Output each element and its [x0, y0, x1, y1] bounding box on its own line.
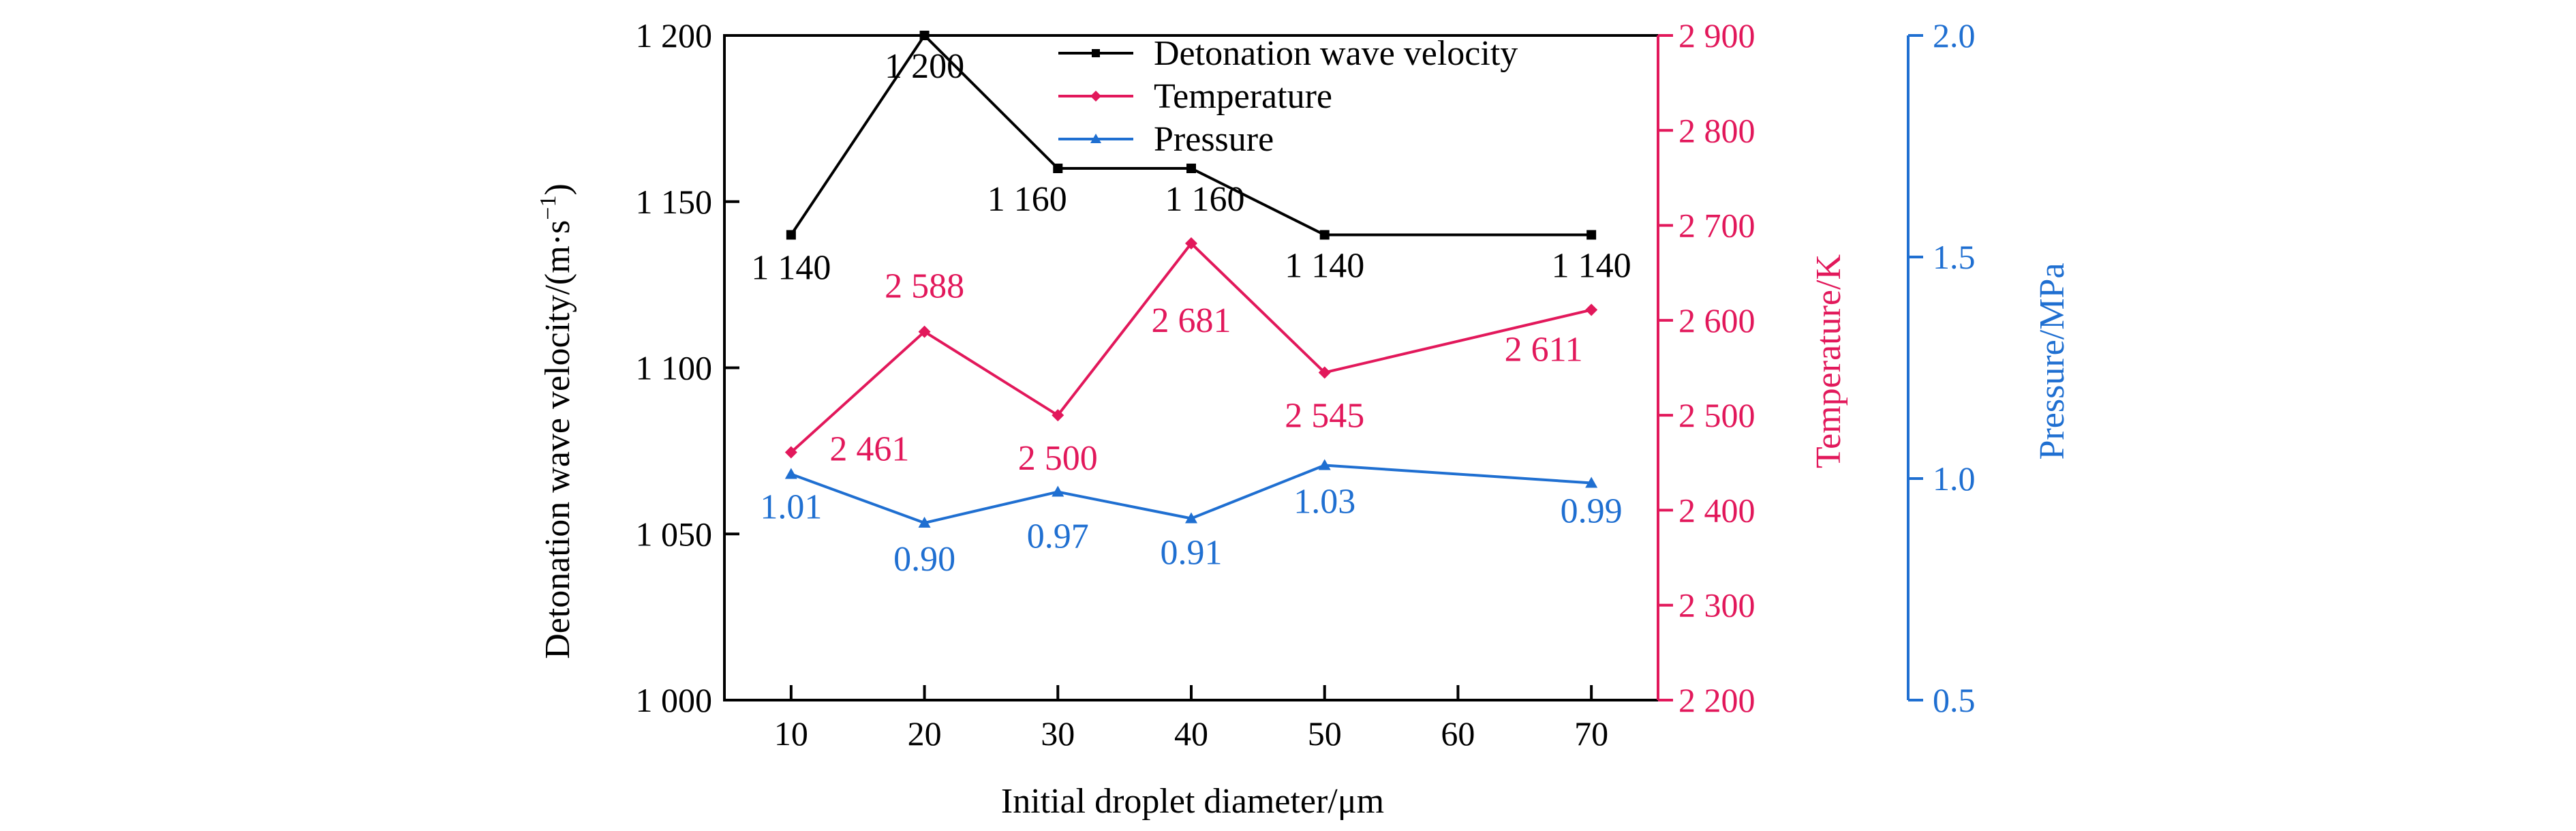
data-label: 2 611 [1505, 331, 1583, 369]
legend-marker [1090, 91, 1101, 102]
data-label: 1 140 [1285, 247, 1364, 286]
data-point [1053, 164, 1063, 173]
series-line [790, 241, 1592, 453]
y-tick-label: 1 200 [636, 16, 713, 55]
data-label: 2 461 [829, 429, 909, 468]
x-tick-label: 40 [1174, 714, 1208, 753]
left-axis: 1 000 1 050 1 100 1 150 1 200 [636, 16, 739, 719]
legend: Detonation wave velocity Temperature Press… [1058, 34, 1518, 159]
x-axis-title: Initial droplet diameter/μm [1001, 782, 1384, 821]
x-tick-label: 50 [1308, 714, 1342, 753]
pressure-tick-label: 1.0 [1933, 459, 1976, 498]
legend-label: Temperature [1154, 77, 1332, 116]
data-point [1185, 237, 1197, 250]
temperature-tick-label: 2 900 [1678, 16, 1755, 55]
data-label: 2 681 [1152, 301, 1231, 340]
series-line [791, 464, 1592, 525]
data-point [784, 446, 797, 459]
data-point [918, 517, 931, 528]
y-axis-title-main: Detonation wave velocity/(m·s [538, 220, 577, 659]
y-tick-label: 1 050 [636, 515, 713, 553]
pressure-tick-label: 0.5 [1933, 681, 1976, 719]
x-axis: 10 20 30 40 50 60 70 [774, 685, 1608, 753]
data-label: 1 140 [1552, 247, 1631, 286]
data-label: 2 588 [885, 267, 964, 306]
y-axis-title-close: ) [538, 183, 577, 195]
data-label: 1 140 [751, 249, 831, 288]
temperature-tick-label: 2 200 [1678, 681, 1755, 719]
y-tick-label: 1 100 [636, 349, 713, 387]
data-point [1186, 164, 1196, 173]
x-tick-label: 30 [1041, 714, 1075, 753]
y-axis-title: Detonation wave velocity/(m·s−1) [536, 183, 577, 659]
temperature-tick-label: 2 600 [1678, 301, 1755, 339]
data-point [1318, 366, 1331, 379]
x-tick-label: 60 [1441, 714, 1475, 753]
data-point [784, 468, 797, 479]
data-label: 0.99 [1561, 492, 1623, 531]
pressure-axis: 0.5 1.0 1.5 2.0 [1907, 16, 1976, 719]
legend-marker [1090, 134, 1101, 143]
data-label: 2 500 [1018, 439, 1098, 478]
data-point [1318, 459, 1331, 470]
temperature-tick-label: 2 300 [1678, 586, 1755, 624]
data-point [1585, 477, 1598, 488]
data-point [1185, 512, 1197, 524]
data-point [786, 230, 796, 240]
x-tick-label: 10 [774, 714, 808, 753]
data-label: 0.90 [893, 540, 955, 579]
data-point [1319, 230, 1330, 240]
data-label: 0.97 [1027, 517, 1089, 556]
data-point [1585, 303, 1598, 316]
temperature-tick-label: 2 700 [1678, 207, 1755, 245]
series-line [790, 33, 1592, 237]
series-group: 1 140 1 200 1 160 1 160 1 140 1 140 2 461 2 588… [751, 31, 1631, 579]
x-tick-label: 20 [908, 714, 942, 753]
data-point [1052, 485, 1064, 497]
data-label: 1 200 [885, 47, 964, 86]
data-point [918, 325, 931, 338]
pressure-tick-label: 1.5 [1933, 238, 1976, 276]
data-label: 1 160 [1165, 180, 1245, 219]
y-axis-title-exponent: −1 [536, 196, 561, 220]
pressure-tick-label: 2.0 [1933, 16, 1976, 55]
x-tick-label: 70 [1574, 714, 1608, 753]
data-point [919, 31, 930, 40]
y-tick-label: 1 000 [636, 681, 713, 719]
temperature-axis: 2 200 2 300 2 400 2 500 2 600 2 700 2 800 2 900 [1657, 16, 1755, 719]
pressure-axis-title: Pressure/MPa [2033, 263, 2072, 460]
data-label: 2 545 [1285, 396, 1364, 435]
y-tick-label: 1 150 [636, 183, 713, 221]
temperature-tick-label: 2 400 [1678, 491, 1755, 529]
data-point [1586, 230, 1597, 240]
data-label: 1.01 [760, 488, 822, 527]
legend-label: Detonation wave velocity [1154, 34, 1518, 73]
temperature-tick-label: 2 500 [1678, 396, 1755, 434]
data-label: 1 160 [987, 180, 1067, 219]
temperature-axis-title: Temperature/K [1809, 254, 1848, 468]
temperature-tick-label: 2 800 [1678, 111, 1755, 149]
legend-label: Pressure [1154, 120, 1274, 159]
data-label: 0.91 [1161, 534, 1223, 573]
data-point [1052, 409, 1064, 422]
legend-marker [1092, 49, 1100, 57]
data-label: 1.03 [1293, 483, 1355, 522]
